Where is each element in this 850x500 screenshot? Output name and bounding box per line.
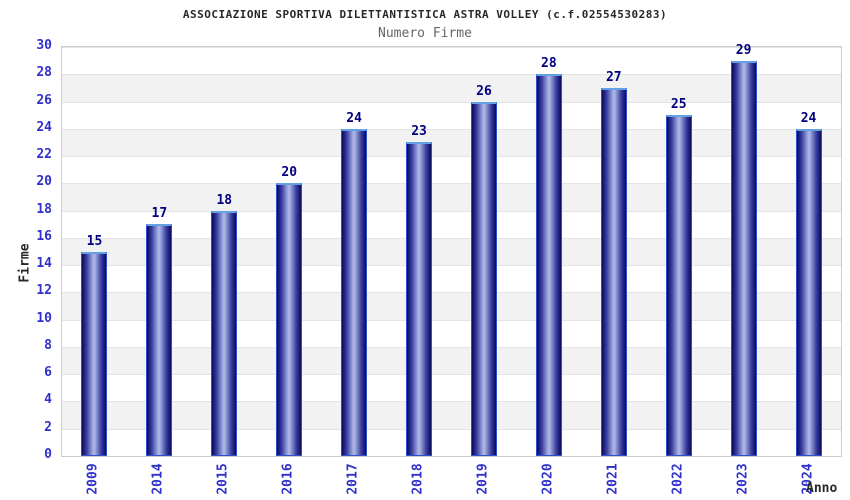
bar-slot: 23 — [387, 47, 452, 456]
grid-band — [62, 292, 841, 320]
bar-slot: 18 — [192, 47, 257, 456]
grid-band — [62, 319, 841, 347]
x-tick-label: 2021 — [605, 463, 621, 495]
grid-band — [62, 101, 841, 129]
y-tick-label: 2 — [44, 419, 52, 435]
bar-slot: 15 — [62, 47, 127, 456]
y-tick-label: 0 — [44, 447, 52, 462]
y-tick-label: 22 — [36, 147, 52, 163]
bar-value-label: 24 — [800, 110, 817, 126]
x-tick-label: 2017 — [345, 463, 361, 495]
y-tick-label: 4 — [44, 392, 52, 408]
bar-value-label: 17 — [151, 206, 168, 222]
y-tick-label: 6 — [44, 365, 52, 381]
bar-2022 — [665, 115, 692, 456]
x-tick-label: 2016 — [280, 463, 296, 495]
x-tick-label: 2020 — [540, 463, 556, 495]
bar-value-label: 23 — [411, 124, 427, 140]
bar-2009 — [81, 251, 108, 456]
grid-band — [62, 74, 841, 102]
bar-value-label: 26 — [476, 83, 492, 99]
bar-slot: 28 — [516, 47, 581, 456]
grid-band — [62, 265, 841, 293]
grid-band — [62, 210, 841, 238]
y-tick-label: 28 — [36, 65, 52, 81]
bar-value-label: 28 — [541, 56, 557, 72]
grid-band — [62, 346, 841, 375]
y-tick-label: 24 — [36, 119, 52, 135]
bar-2016 — [276, 183, 303, 456]
y-tick-label: 30 — [36, 38, 52, 53]
bar-slot: 25 — [646, 47, 711, 456]
x-tick-label: 2022 — [670, 463, 686, 495]
bar-2015 — [211, 210, 238, 456]
chart-title: ASSOCIAZIONE SPORTIVA DILETTANTISTICA AS… — [182, 8, 668, 21]
x-tick-label: 2015 — [215, 463, 231, 495]
y-tick-label: 8 — [44, 337, 52, 353]
y-tick-label: 20 — [36, 174, 52, 190]
y-axis-title: Firme — [17, 243, 33, 283]
x-tick-label: 2019 — [475, 463, 491, 495]
bar-value-label: 27 — [605, 69, 622, 85]
bar-slot: 20 — [257, 47, 322, 456]
bar-slot: 17 — [127, 47, 192, 456]
grid-band — [62, 374, 841, 402]
bar-2019 — [470, 101, 497, 456]
plot-area: 15 17 18 20 24 23 26 28 27 25 29 24 — [61, 43, 842, 457]
x-tick-label: 2014 — [150, 463, 166, 495]
bar-slot: 29 — [711, 43, 776, 456]
bar-value-label: 18 — [216, 192, 233, 208]
bar-2017 — [341, 128, 368, 456]
x-tick-label: 2023 — [735, 463, 751, 495]
grid-band — [62, 47, 841, 75]
bar-2023 — [730, 60, 757, 456]
grid-band — [62, 237, 841, 266]
grid-band — [62, 401, 841, 429]
bar-slot: 24 — [776, 47, 841, 456]
bar-2020 — [535, 74, 562, 456]
bar-2024 — [795, 128, 822, 456]
y-tick-label: 14 — [36, 256, 52, 272]
y-tick-label: 16 — [36, 228, 52, 244]
bar-value-label: 25 — [670, 97, 687, 113]
grid-band — [62, 128, 841, 157]
grid-band — [62, 428, 841, 456]
bar-2014 — [146, 224, 173, 456]
bar-slot: 27 — [581, 47, 646, 456]
x-tick-label: 2009 — [85, 463, 101, 495]
x-axis-title: Anno — [806, 481, 838, 496]
bar-value-label: 24 — [346, 110, 362, 126]
bar-value-label: 20 — [281, 165, 298, 181]
bar-2021 — [600, 87, 627, 456]
x-tick-label: 2018 — [410, 463, 426, 495]
y-tick-label: 26 — [36, 92, 52, 108]
bar-2018 — [406, 142, 433, 456]
bar-value-label: 15 — [86, 233, 103, 249]
y-tick-label: 10 — [36, 310, 52, 326]
chart-subtitle: Numero Firme — [378, 26, 472, 41]
grid-band — [62, 183, 841, 211]
bar-slot: 24 — [322, 47, 387, 456]
grid-band — [62, 156, 841, 184]
bar-value-label: 29 — [735, 42, 752, 58]
y-tick-label: 12 — [36, 283, 52, 299]
y-tick-label: 18 — [36, 201, 52, 217]
bar-slot: 26 — [452, 47, 517, 456]
